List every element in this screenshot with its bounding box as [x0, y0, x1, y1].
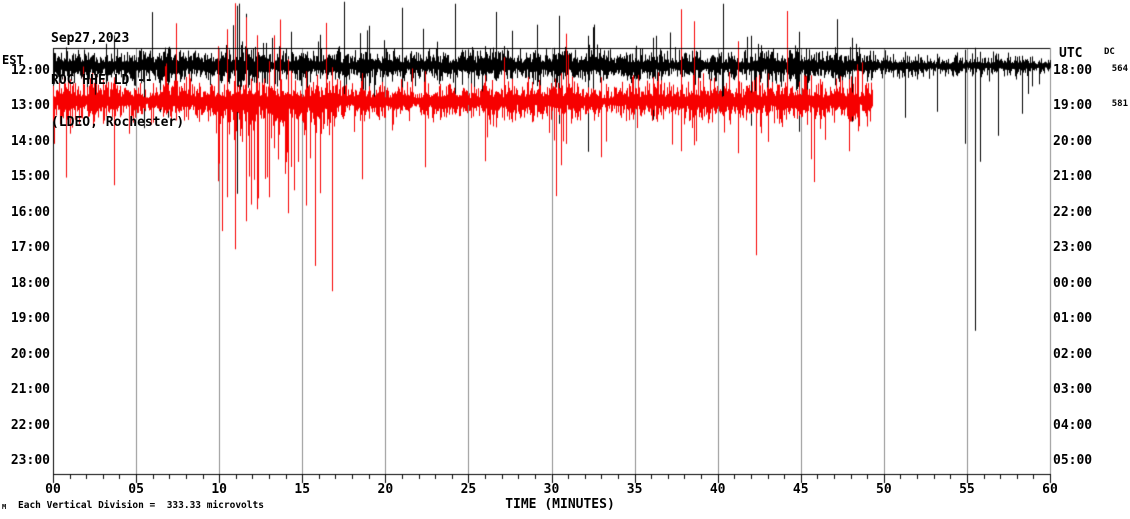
header-date: Sep27,2023	[51, 31, 130, 46]
plot-header: Sep27,2023 ROC HHE LD -- (LDEO, Rocheste…	[51, 4, 184, 158]
right-hour-label: 21:00	[1053, 169, 1093, 185]
x-tick-label: 60	[1042, 482, 1058, 497]
header-network-name: (LDEO, Rochester)	[51, 115, 185, 130]
dc-column-header: DC	[1104, 47, 1115, 57]
left-hour-label: 14:00	[10, 133, 50, 149]
right-hour-label: 18:00	[1053, 62, 1093, 78]
right-axis-timezone-label: UTC	[1059, 46, 1083, 61]
right-hour-label: 22:00	[1053, 204, 1093, 220]
right-hour-label: 04:00	[1053, 417, 1093, 433]
x-tick-label: 35	[626, 482, 643, 497]
dc-value: 564	[1111, 63, 1128, 74]
left-hour-label: 21:00	[10, 382, 50, 398]
x-tick-label: 00	[45, 482, 61, 497]
x-tick-label: 55	[959, 482, 975, 497]
x-tick-label: 10	[211, 482, 227, 497]
x-axis-title: TIME (MINUTES)	[505, 497, 615, 512]
x-tick-label: 45	[792, 482, 809, 497]
x-tick-label: 15	[294, 482, 311, 497]
scale-note: Each Vertical Division = 333.33 microvol…	[18, 500, 264, 511]
dc-value: 581	[1111, 99, 1128, 110]
x-tick-label: 40	[709, 482, 726, 497]
right-hour-label: 01:00	[1053, 311, 1093, 327]
right-hour-label: 02:00	[1053, 346, 1093, 362]
left-hour-label: 13:00	[10, 98, 50, 114]
left-hour-label: 22:00	[10, 417, 50, 433]
x-tick-label: 20	[377, 482, 394, 497]
left-hour-label: 17:00	[10, 240, 50, 256]
x-tick-label: 50	[876, 482, 892, 497]
left-hour-label: 19:00	[10, 311, 50, 327]
right-hour-label: 19:00	[1053, 98, 1093, 114]
x-tick-label: 25	[460, 482, 477, 497]
left-hour-label: 18:00	[10, 275, 50, 291]
right-hour-label: 20:00	[1053, 133, 1093, 149]
x-tick-label: 05	[128, 482, 144, 497]
right-hour-label: 00:00	[1053, 275, 1093, 291]
header-station-channel: ROC HHE LD --	[51, 73, 153, 88]
left-hour-label: 20:00	[10, 346, 50, 362]
right-hour-label: 03:00	[1053, 382, 1093, 398]
left-hour-label: 15:00	[10, 169, 50, 185]
left-hour-label: 12:00	[10, 62, 50, 78]
right-hour-label: 05:00	[1053, 453, 1093, 469]
left-hour-label: 16:00	[10, 204, 50, 220]
left-hour-label: 23:00	[10, 453, 50, 469]
right-hour-label: 23:00	[1053, 240, 1093, 256]
x-tick-label: 30	[543, 482, 560, 497]
left-axis-timezone-label: EST	[2, 53, 24, 67]
corner-mark: M	[2, 503, 7, 511]
